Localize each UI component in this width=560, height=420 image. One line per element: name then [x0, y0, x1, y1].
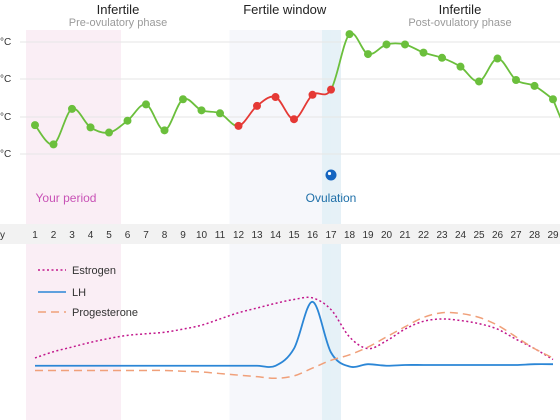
day-tick-label: 15: [288, 230, 300, 241]
day-tick-label: 21: [399, 230, 411, 241]
day-tick-label: 28: [529, 230, 541, 241]
legend-label-estrogen: Estrogen: [72, 265, 116, 277]
day-tick-label: 8: [162, 230, 168, 241]
hormone-legend: Estrogen LH Progesterone: [38, 265, 138, 319]
temperature-point: [549, 95, 557, 104]
day-tick-label: 1: [32, 230, 38, 241]
temperature-point: [456, 62, 465, 71]
temperature-point: [253, 101, 261, 110]
y-tick-label: °C: [0, 149, 11, 160]
day-tick-label: 12: [233, 230, 245, 241]
temperature-point: [142, 100, 150, 109]
ovulation-annotation: Ovulation: [306, 191, 357, 205]
temperature-point: [345, 30, 354, 39]
day-tick-label: 27: [510, 230, 522, 241]
day-tick-label: 5: [106, 230, 112, 241]
day-tick-label: 24: [455, 230, 467, 241]
hormone-line-estrogen: [34, 296, 554, 361]
temperature-point: [475, 77, 483, 86]
day-tick-label: 19: [362, 230, 374, 241]
day-tick-label: 14: [270, 230, 282, 241]
temperature-point: [419, 48, 428, 57]
ovulation-marker: [325, 169, 337, 181]
day-tick-label: 10: [196, 230, 208, 241]
temperature-segment: [164, 98, 184, 132]
temperature-point: [123, 116, 132, 125]
temperature-point: [271, 93, 280, 102]
temperature-point: [234, 121, 243, 130]
temperature-point: [308, 90, 317, 99]
day-axis-bar: [0, 224, 560, 244]
temperature-point: [382, 40, 391, 49]
hormone-line-progesterone: [35, 311, 554, 379]
x-axis-label: y: [0, 230, 5, 241]
temperature-point: [438, 53, 446, 62]
temperature-point: [512, 76, 520, 84]
temperature-point: [493, 54, 502, 63]
phase-subtitle-pre-ovulatory: Pre-ovulatory phase: [69, 17, 167, 29]
temperature-point: [68, 104, 76, 113]
day-tick-label: 25: [473, 230, 485, 241]
phase-title-fertile-window: Fertile window: [243, 2, 327, 17]
day-tick-label: 22: [418, 230, 430, 241]
day-tick-label: 18: [344, 230, 356, 241]
temperature-point: [401, 40, 409, 49]
temperature-segment: [497, 57, 517, 81]
temperature-point: [49, 140, 58, 149]
day-tick-label: 4: [88, 230, 94, 241]
temperature-segment: [478, 57, 498, 83]
temperature-point: [216, 109, 224, 118]
legend-label-progesterone: Progesterone: [72, 307, 138, 319]
ovulation-dot: [325, 169, 337, 181]
y-tick-label: °C: [0, 112, 11, 123]
day-tick-label: 29: [547, 230, 559, 241]
temperature-point: [197, 106, 206, 115]
hormone-lines: [34, 296, 554, 379]
temperature-point: [364, 50, 372, 59]
phase-title-post-ovulatory: Infertile: [439, 2, 482, 17]
phase-subtitle-post-ovulatory: Post-ovulatory phase: [408, 17, 511, 29]
legend-label-lh: LH: [72, 287, 86, 299]
temperature-point: [86, 123, 95, 132]
y-tick-label: °C: [0, 74, 11, 85]
temperature-point: [327, 85, 335, 94]
temperature-point: [290, 115, 298, 124]
hormone-line-lh: [35, 300, 554, 368]
day-tick-label: 13: [251, 230, 263, 241]
temperature-point: [530, 81, 539, 90]
period-annotation: Your period: [36, 191, 97, 205]
temperature-point: [31, 121, 39, 130]
day-tick-label: 26: [492, 230, 504, 241]
day-tick-label: 11: [215, 230, 226, 241]
day-tick-labels: 1 2 3 4 5 6 7 8 9 10 11 12 13 14 15 16 17 18 19 20 21 22 23 24 2…: [32, 230, 559, 241]
temperature-point: [105, 128, 113, 137]
day-tick-label: 20: [381, 230, 393, 241]
day-tick-label: 23: [436, 230, 448, 241]
phase-title-pre-ovulatory: Infertile: [97, 2, 140, 17]
day-tick-label: 16: [307, 230, 319, 241]
y-tick-label: °C: [0, 37, 11, 48]
temperature-point: [179, 95, 187, 104]
day-tick-label: 7: [143, 230, 149, 241]
day-tick-label: 6: [125, 230, 131, 241]
ovulation-dot-highlight: [327, 171, 332, 176]
day-tick-label: 3: [69, 230, 75, 241]
day-tick-label: 2: [51, 230, 57, 241]
temperature-points: [31, 30, 557, 149]
day-tick-label: 9: [180, 230, 186, 241]
day-tick-label: 17: [325, 230, 337, 241]
temperature-point: [160, 126, 169, 135]
